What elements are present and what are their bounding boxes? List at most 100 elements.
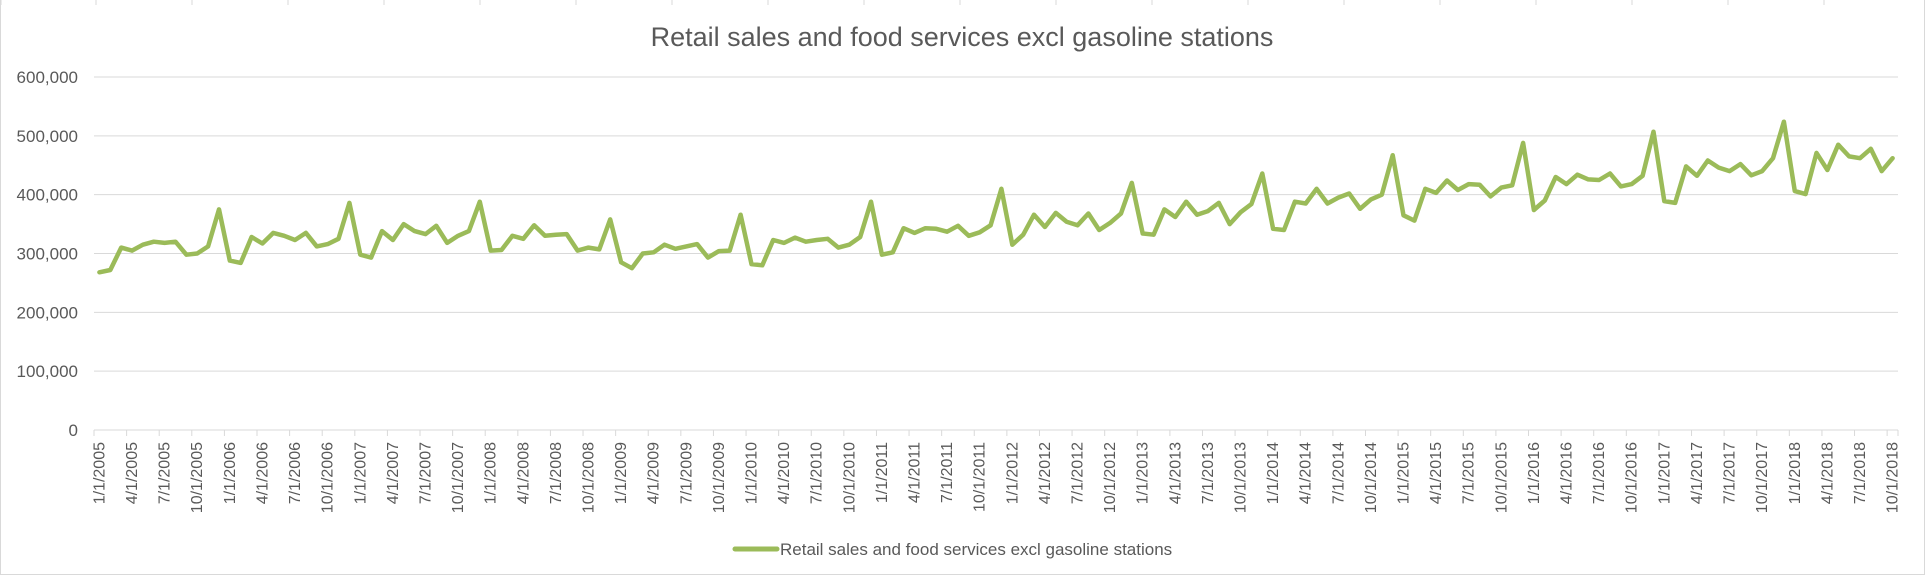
x-tick-label: 4/1/2013 bbox=[1167, 442, 1184, 504]
data-point bbox=[934, 227, 938, 231]
data-point bbox=[630, 266, 634, 270]
x-tick-label: 1/1/2018 bbox=[1787, 442, 1804, 504]
data-point bbox=[1412, 219, 1416, 223]
data-point bbox=[1184, 200, 1188, 204]
data-point bbox=[1380, 193, 1384, 197]
data-point bbox=[402, 222, 406, 226]
data-point bbox=[695, 242, 699, 246]
data-point bbox=[1141, 231, 1145, 236]
data-point bbox=[1108, 221, 1112, 225]
data-point bbox=[1858, 156, 1862, 160]
data-point bbox=[1010, 243, 1014, 247]
legend: Retail sales and food services excl gaso… bbox=[732, 540, 1172, 559]
data-point bbox=[152, 240, 156, 244]
data-point bbox=[673, 247, 678, 251]
data-point bbox=[1641, 174, 1645, 178]
data-point bbox=[1521, 141, 1525, 145]
data-point bbox=[315, 244, 319, 248]
x-tick-label: 7/1/2005 bbox=[157, 442, 174, 504]
data-point bbox=[1086, 211, 1090, 216]
data-point bbox=[1173, 215, 1177, 219]
data-point bbox=[1673, 201, 1677, 205]
data-point bbox=[641, 251, 645, 256]
data-point bbox=[956, 224, 960, 228]
x-tick-label: 7/1/2010 bbox=[809, 442, 826, 504]
data-point bbox=[130, 249, 134, 253]
series-line bbox=[97, 119, 1895, 275]
x-axis-tick-labels: 1/1/2005 4/1/2005 7/1/2005 10/1/2005 1/1/200… bbox=[91, 442, 1901, 513]
x-tick-label: 4/1/2008 bbox=[515, 442, 532, 504]
data-point bbox=[1575, 173, 1579, 177]
x-tick-label: 1/1/2005 bbox=[91, 442, 108, 504]
data-point bbox=[793, 236, 797, 240]
data-point bbox=[1706, 158, 1710, 163]
data-point bbox=[1021, 233, 1025, 237]
y-axis-tick-labels: 0 100,000 200,000 300,000 400,000 500,000 600,… bbox=[17, 68, 78, 440]
x-tick-label: 1/1/2008 bbox=[483, 442, 500, 504]
data-point bbox=[217, 207, 221, 211]
data-point bbox=[1510, 183, 1514, 187]
x-tick-label: 10/1/2006 bbox=[320, 442, 337, 513]
data-point bbox=[1662, 199, 1666, 203]
data-point bbox=[749, 262, 754, 266]
data-point bbox=[1217, 201, 1221, 205]
x-tick-label: 1/1/2007 bbox=[352, 442, 369, 504]
data-point bbox=[989, 223, 993, 227]
y-tick-label: 400,000 bbox=[17, 186, 78, 205]
data-point bbox=[999, 187, 1004, 191]
data-point bbox=[1315, 187, 1319, 191]
y-tick-label: 500,000 bbox=[17, 127, 78, 146]
data-point bbox=[1749, 173, 1753, 177]
data-point bbox=[1043, 225, 1047, 229]
data-point bbox=[1032, 213, 1036, 217]
x-tick-label: 4/1/2007 bbox=[385, 442, 402, 504]
data-point bbox=[967, 234, 971, 238]
data-point bbox=[782, 241, 786, 245]
data-point bbox=[1825, 168, 1829, 172]
x-tick-label: 10/1/2016 bbox=[1624, 442, 1641, 513]
x-tick-label: 4/1/2017 bbox=[1689, 442, 1706, 504]
data-point bbox=[510, 234, 514, 238]
x-tick-label: 10/1/2015 bbox=[1493, 442, 1510, 513]
data-point bbox=[1738, 162, 1742, 166]
data-point bbox=[1358, 207, 1362, 211]
data-point bbox=[1228, 222, 1232, 226]
y-tick-label: 300,000 bbox=[17, 245, 78, 264]
x-tick-label: 7/1/2015 bbox=[1461, 442, 1478, 504]
data-point bbox=[760, 263, 764, 267]
data-point bbox=[1119, 211, 1123, 216]
x-tick-label: 7/1/2014 bbox=[1330, 442, 1347, 504]
data-point bbox=[1467, 182, 1471, 186]
data-point bbox=[1608, 171, 1612, 176]
data-point bbox=[1369, 197, 1373, 201]
data-point bbox=[1597, 178, 1601, 182]
data-point bbox=[1456, 188, 1460, 192]
data-point bbox=[521, 237, 525, 241]
x-tick-label: 4/1/2015 bbox=[1428, 442, 1445, 504]
data-point bbox=[358, 253, 362, 257]
data-point bbox=[1206, 209, 1210, 213]
data-point bbox=[434, 224, 438, 228]
x-tick-label: 4/1/2010 bbox=[776, 442, 793, 504]
data-point bbox=[543, 234, 547, 238]
data-point bbox=[804, 240, 808, 244]
x-tick-label: 4/1/2012 bbox=[1037, 442, 1054, 504]
data-point bbox=[1586, 177, 1590, 181]
data-point bbox=[902, 226, 906, 230]
data-point bbox=[1499, 186, 1503, 190]
data-point bbox=[1695, 174, 1699, 178]
data-point bbox=[815, 238, 819, 242]
data-point bbox=[489, 249, 493, 253]
data-point bbox=[1097, 228, 1101, 232]
data-point bbox=[1543, 198, 1547, 203]
data-point bbox=[282, 234, 286, 238]
data-point bbox=[608, 217, 612, 221]
data-point bbox=[1478, 183, 1482, 187]
x-tick-label: 7/1/2009 bbox=[678, 442, 695, 504]
data-point bbox=[576, 249, 580, 253]
y-tick-label: 600,000 bbox=[17, 68, 78, 87]
data-point bbox=[1065, 220, 1069, 224]
data-point bbox=[912, 231, 917, 235]
data-point bbox=[260, 241, 264, 246]
